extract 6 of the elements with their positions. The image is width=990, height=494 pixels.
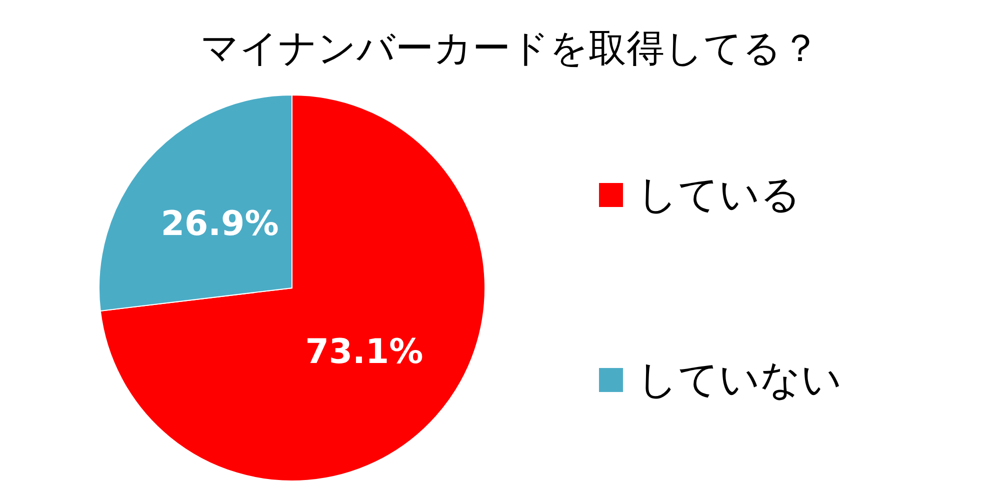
data-label: 26.9% bbox=[160, 204, 279, 244]
chart-title: マイナンバーカードを取得してる？ bbox=[200, 25, 820, 72]
pie-slice bbox=[100, 94, 486, 482]
data-label: 73.1% bbox=[305, 332, 424, 372]
legend-label: していない bbox=[637, 356, 842, 405]
legend-label: している bbox=[637, 171, 801, 220]
